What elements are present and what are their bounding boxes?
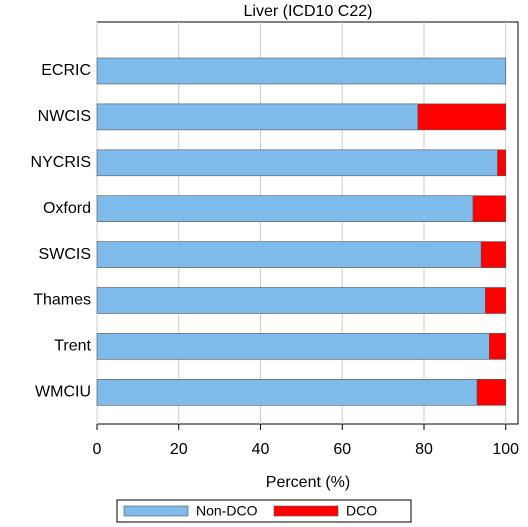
- y-tick-label: Thames: [33, 292, 91, 309]
- y-tick-label: NWCIS: [38, 108, 91, 125]
- x-tick-label: 80: [415, 441, 433, 458]
- legend-box: [116, 499, 412, 523]
- bar-segment: [96, 378, 478, 406]
- bar-segment: [96, 57, 507, 85]
- x-tick-label: 100: [492, 441, 519, 458]
- legend-label: DCO: [346, 503, 377, 519]
- y-tick-label: SWCIS: [39, 246, 91, 263]
- y-tick-label: NYCRIS: [31, 154, 91, 171]
- x-axis-label: Percent (%): [266, 474, 350, 491]
- bar-segment: [497, 149, 507, 177]
- bar-segment: [480, 241, 507, 268]
- x-tick-label: 20: [170, 441, 188, 458]
- bar-segment: [485, 287, 507, 314]
- bar-segment: [476, 378, 507, 406]
- chart-title: Liver (ICD10 C22): [244, 3, 373, 20]
- bar-segment: [96, 333, 490, 360]
- bar-segment: [472, 195, 507, 222]
- bar-segment: [417, 103, 507, 131]
- bar-segment: [96, 103, 419, 131]
- bar-segment: [96, 195, 474, 222]
- legend-swatch: [273, 505, 339, 517]
- y-tick-label: Oxford: [43, 200, 91, 217]
- y-tick-label: WMCIU: [35, 384, 91, 401]
- x-tick-label: 60: [333, 441, 351, 458]
- bar-segment: [96, 149, 498, 177]
- y-tick-label: Trent: [54, 338, 91, 355]
- bar-segment: [96, 241, 482, 268]
- y-tick-label: ECRIC: [41, 62, 91, 79]
- legend-label: Non-DCO: [196, 503, 258, 519]
- x-tick-label: 40: [252, 441, 270, 458]
- bar-segment: [489, 333, 507, 360]
- legend-swatch: [123, 505, 189, 517]
- bar-segment: [96, 287, 486, 314]
- x-tick-label: 0: [93, 441, 102, 458]
